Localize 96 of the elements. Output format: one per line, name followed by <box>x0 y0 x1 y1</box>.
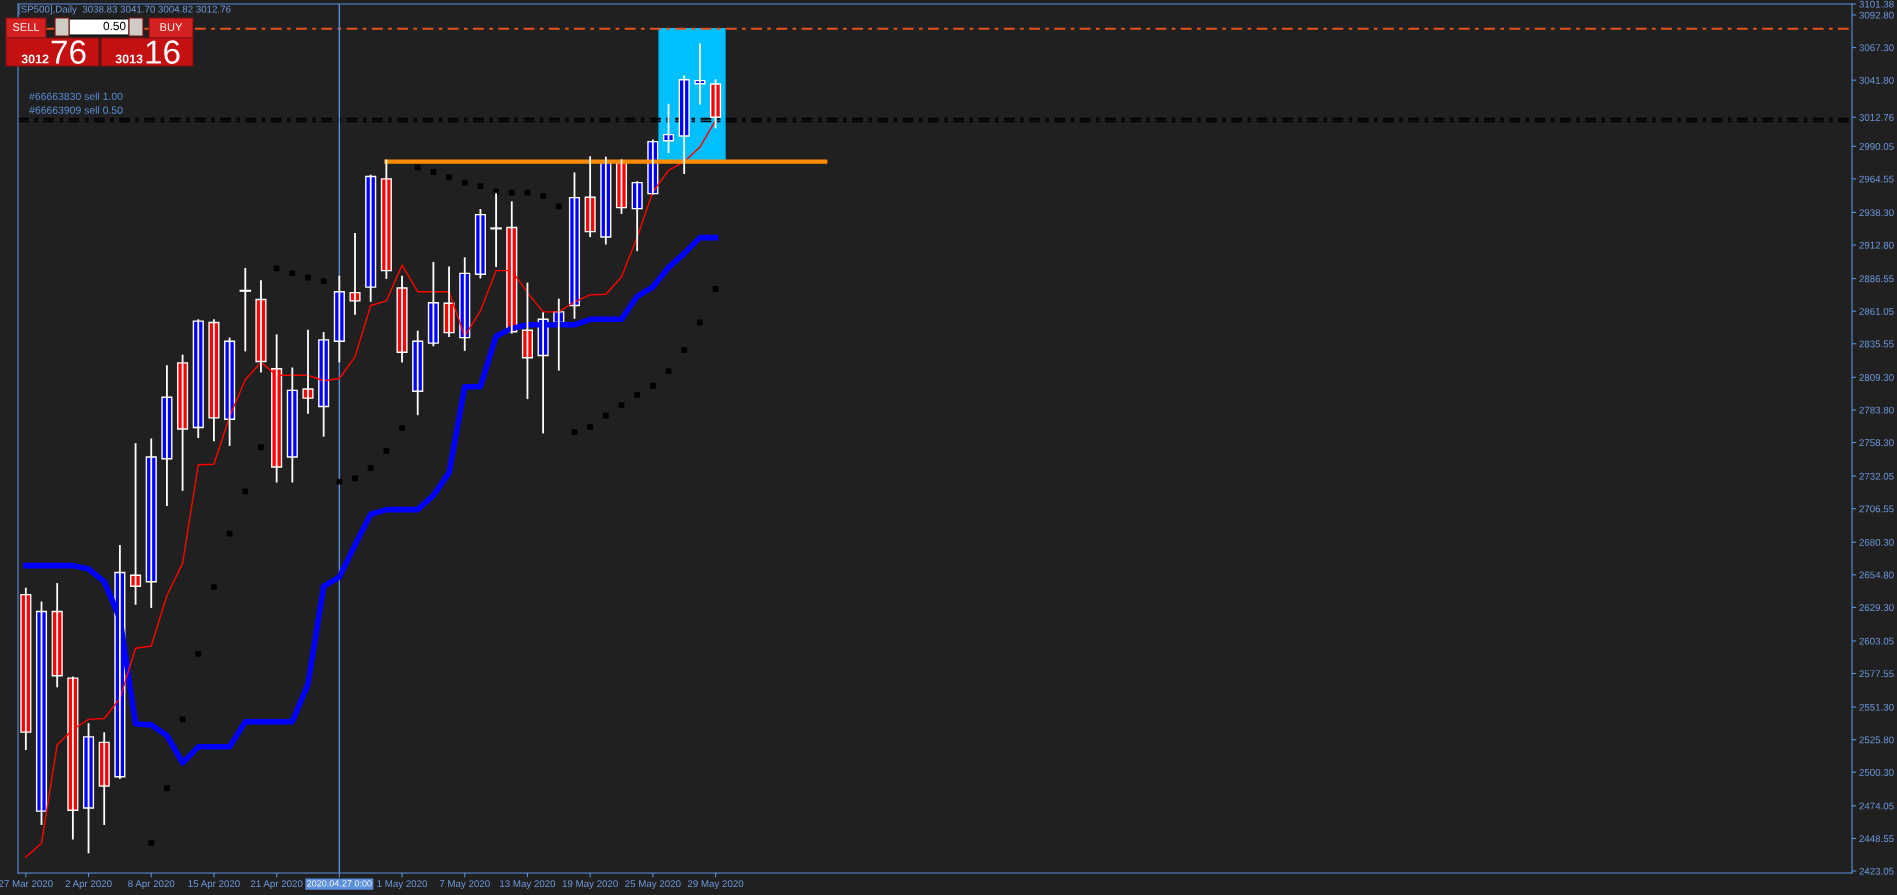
y-tick-label: 2525.80 <box>1859 736 1894 744</box>
y-tick-label: 3101.38 <box>1859 0 1894 8</box>
y-tick-label: 2809.30 <box>1859 374 1894 381</box>
point <box>665 368 672 374</box>
y-tick-label: 2835.55 <box>1859 340 1894 348</box>
annotation: 16 <box>146 40 180 64</box>
x-tick-label: 19 May 2020 <box>562 880 618 890</box>
point <box>383 448 390 454</box>
annotation: 3012 <box>21 54 49 64</box>
y-tick-label: 2577.55 <box>1859 670 1894 678</box>
candlestick <box>474 209 486 279</box>
candlestick <box>302 329 314 414</box>
y-tick-label: 2732.05 <box>1859 472 1894 480</box>
point <box>148 840 155 847</box>
y-tick-label: 2706.55 <box>1859 505 1894 513</box>
point <box>414 164 421 171</box>
point <box>305 274 311 281</box>
y-tick-label: 3041.80 <box>1859 76 1894 84</box>
x-tick-label: 7 May 2020 <box>439 880 490 890</box>
y-tick-label: 2938.30 <box>1859 209 1894 217</box>
x-tick-label: 27 Mar 2020 <box>0 880 53 888</box>
point <box>352 475 358 482</box>
point <box>195 650 202 657</box>
point <box>696 319 703 326</box>
point <box>461 179 468 186</box>
point <box>367 465 374 471</box>
y-tick-label: 2551.30 <box>1859 703 1894 711</box>
point <box>508 189 515 196</box>
annotation: 0.50 <box>103 21 126 31</box>
candlestick <box>239 267 252 352</box>
y-tick-label: 2474.05 <box>1859 802 1894 810</box>
point <box>320 278 327 285</box>
y-tick-label: 2448.55 <box>1859 835 1894 843</box>
y-tick-label: 2654.80 <box>1859 571 1894 579</box>
y-tick-label: 2964.55 <box>1859 175 1894 183</box>
candlestick <box>35 601 48 825</box>
y-tick-label: 3067.30 <box>1859 44 1894 52</box>
y-tick-label: 2990.05 <box>1859 143 1894 150</box>
point <box>258 444 264 451</box>
annotation: 3013 <box>115 54 143 64</box>
y-tick-label: 3012.76 <box>1859 114 1894 121</box>
x-tick-label: 1 May 2020 <box>377 880 428 890</box>
candlestick <box>396 275 408 363</box>
point <box>571 429 578 436</box>
candlestick <box>255 280 267 373</box>
point <box>634 392 641 398</box>
y-tick-label: 2603.05 <box>1859 637 1894 645</box>
x-tick-label: 25 May 2020 <box>625 880 681 890</box>
y-tick-label: 2500.30 <box>1859 769 1894 776</box>
annotation: 76 <box>51 40 86 64</box>
candlestick <box>82 723 95 854</box>
x-tick-label: 2 Apr 2020 <box>65 880 112 890</box>
point <box>336 478 343 485</box>
x-tick-label: 13 May 2020 <box>500 880 556 890</box>
point <box>712 286 719 292</box>
x-tick-label: 2020.04.27 0:00 <box>307 880 372 887</box>
point <box>430 169 437 175</box>
x-tick-label: 15 Apr 2020 <box>188 880 240 890</box>
y-tick-label: 3092.80 <box>1859 11 1894 19</box>
point <box>289 270 296 277</box>
point <box>273 265 280 272</box>
point <box>179 716 186 723</box>
point <box>399 425 405 431</box>
annotation: SELL <box>12 23 40 31</box>
ref-line-label: #66663909 sell 0.50 <box>29 106 123 114</box>
x-tick-label: 8 Apr 2020 <box>128 880 175 890</box>
chart-title: [SP500],Daily 3038.83 3041.70 3004.82 3012.76 <box>18 5 231 15</box>
y-tick-label: 2758.30 <box>1859 439 1894 447</box>
point <box>602 412 609 419</box>
y-tick-label: 2783.80 <box>1859 406 1894 414</box>
x-tick-label: 29 May 2020 <box>687 880 744 890</box>
y-tick-label: 2680.30 <box>1859 538 1894 546</box>
y-tick-label: 2886.55 <box>1859 275 1894 283</box>
x-tick-label: 21 Apr 2020 <box>250 880 303 890</box>
annotation: BUY <box>160 23 183 31</box>
y-tick-label: 2423.05 <box>1859 867 1894 875</box>
point <box>618 402 625 408</box>
y-tick-label: 2629.30 <box>1859 604 1894 612</box>
point <box>649 382 656 389</box>
point <box>164 785 170 792</box>
point <box>477 183 484 190</box>
y-tick-label: 2861.05 <box>1859 307 1894 315</box>
y-tick-label: 2912.80 <box>1859 241 1894 249</box>
candlestick <box>177 354 189 491</box>
point <box>446 174 452 181</box>
point <box>524 189 531 196</box>
point <box>242 488 249 495</box>
point <box>226 530 233 537</box>
line-series <box>25 119 717 858</box>
point <box>540 193 547 200</box>
point <box>587 424 594 430</box>
ref-line-label: #66663830 sell 1.00 <box>29 92 123 101</box>
point <box>555 203 562 210</box>
candlestick <box>349 233 361 315</box>
point <box>211 584 217 591</box>
point <box>681 347 688 353</box>
